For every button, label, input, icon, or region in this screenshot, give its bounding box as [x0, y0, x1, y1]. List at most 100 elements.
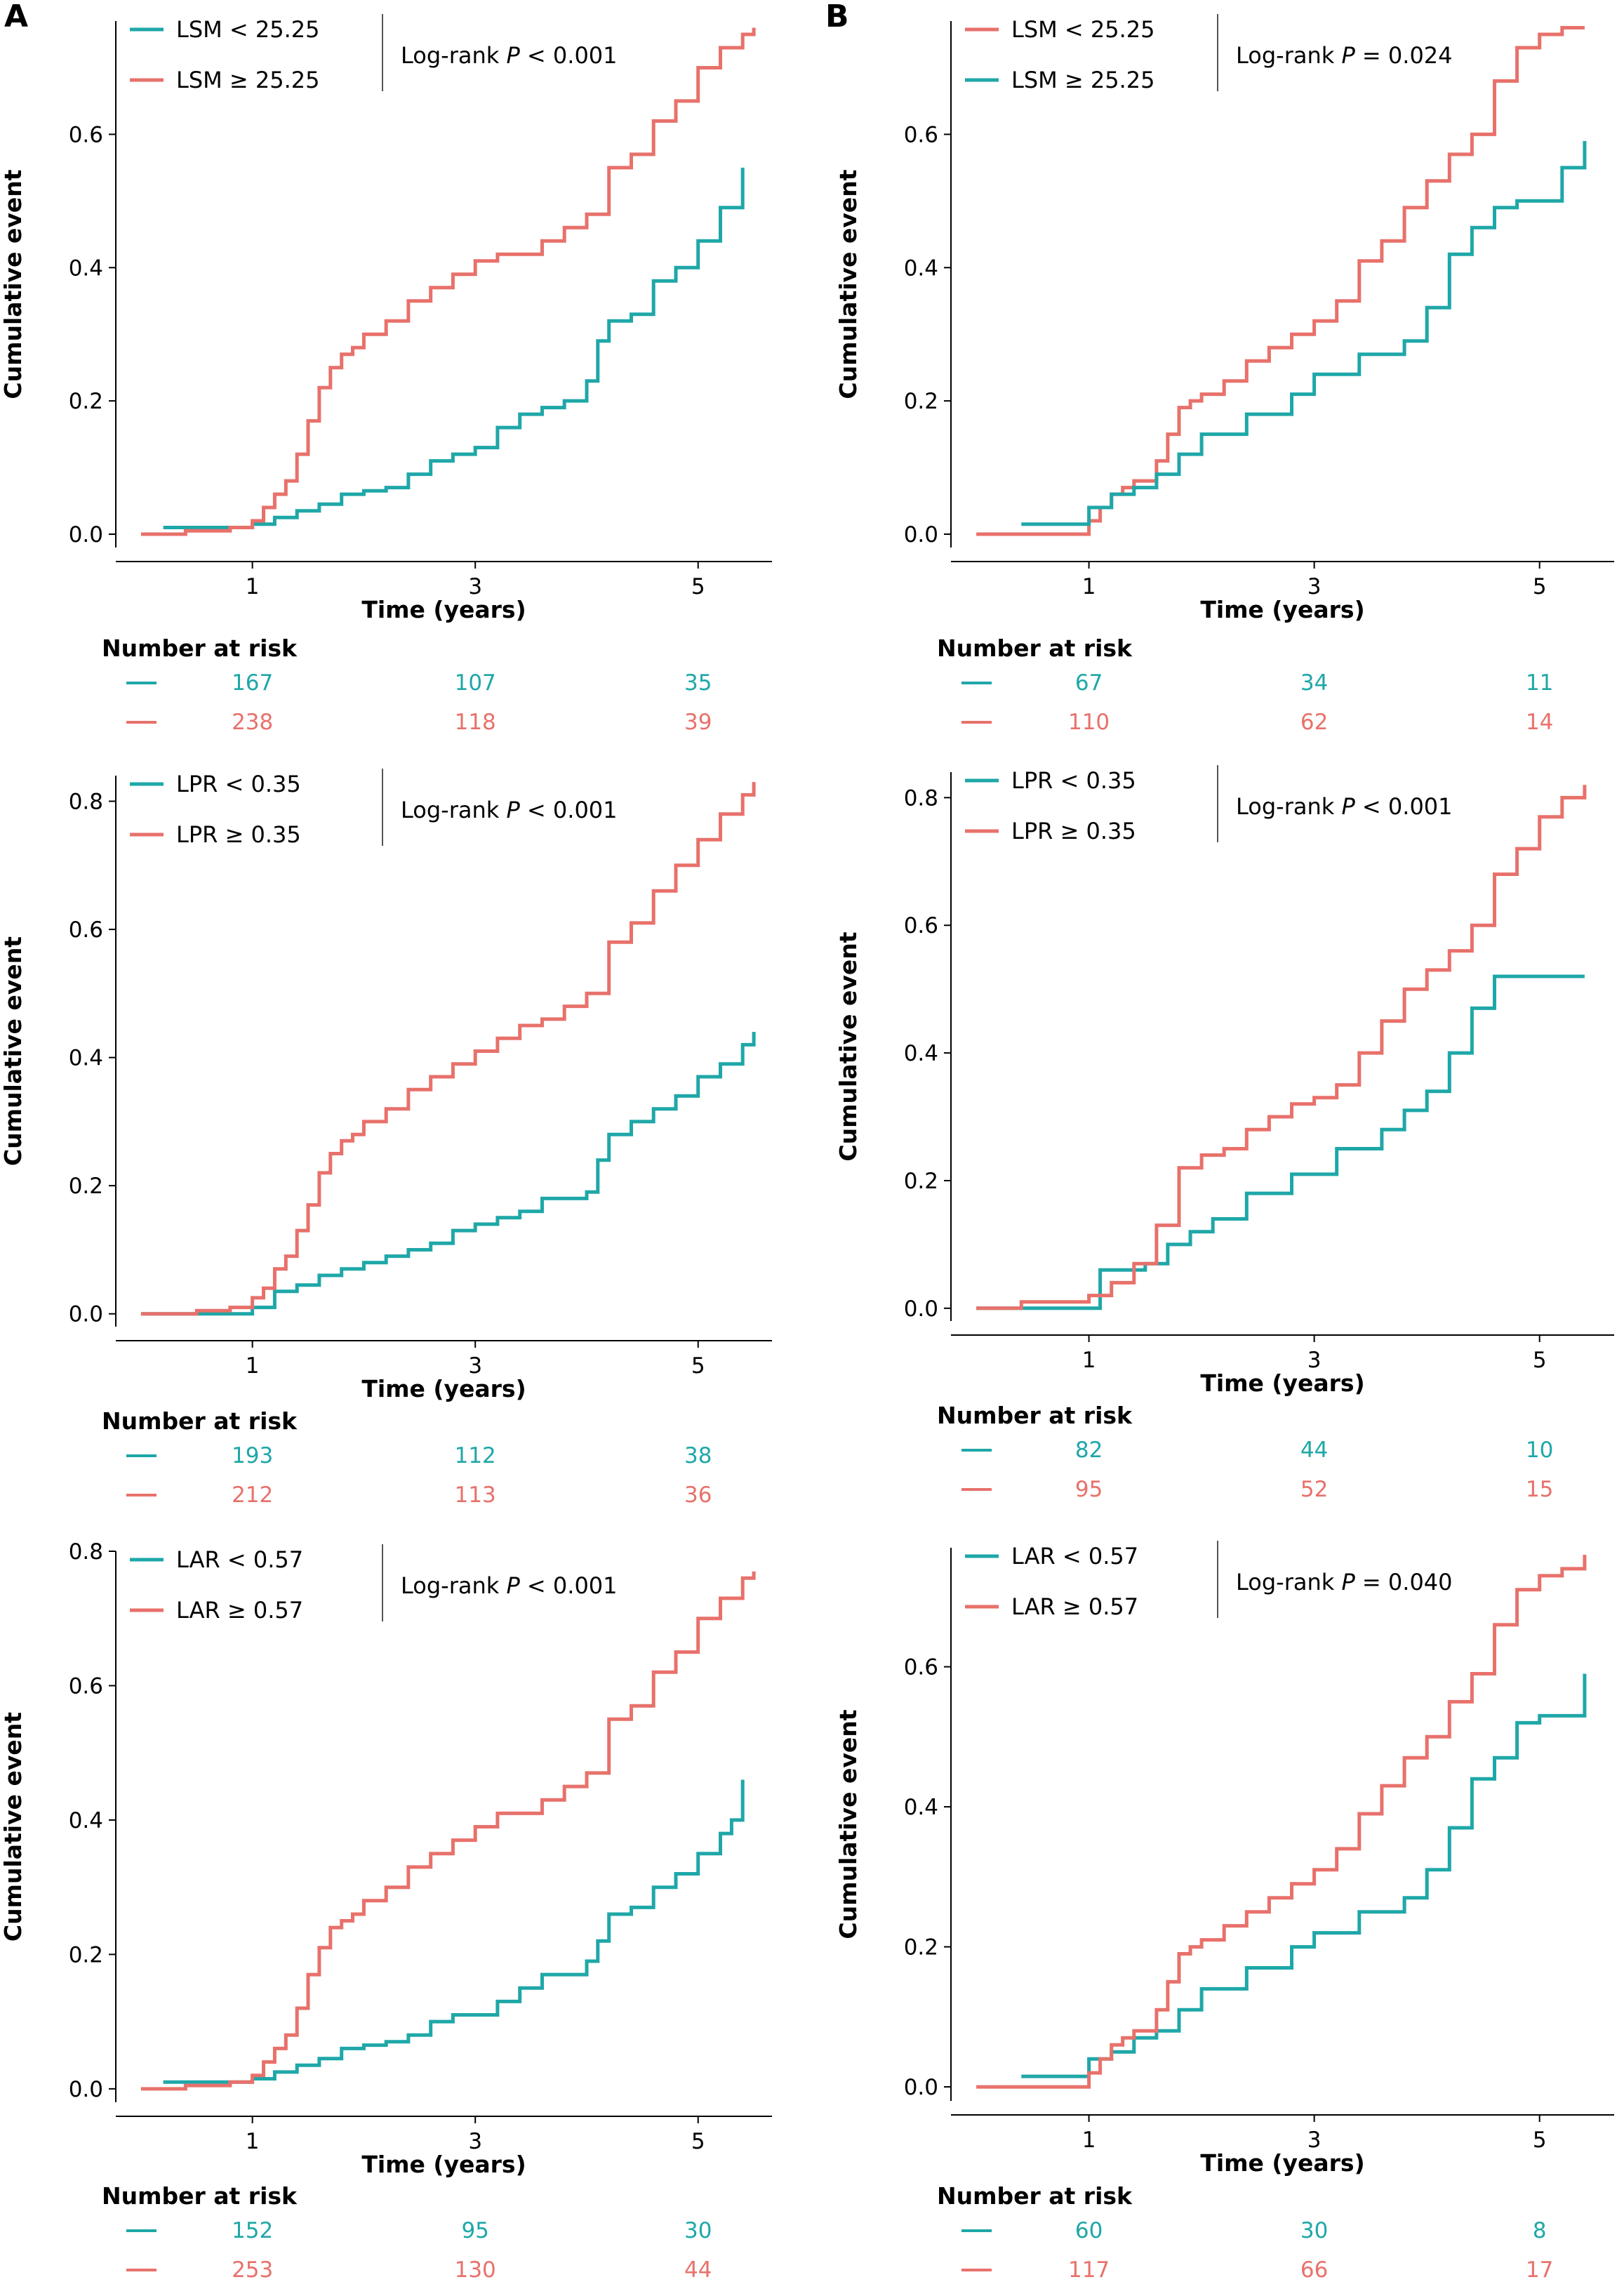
y-tick-label: 0.0 — [904, 1296, 938, 1322]
risk-number: 44 — [1300, 1438, 1328, 1463]
y-axis-title: Cumulative event — [834, 1709, 862, 1939]
y-axis-title: Cumulative event — [834, 169, 862, 399]
km-curve-series-2 — [140, 1571, 756, 2091]
x-tick-label: 1 — [246, 574, 260, 599]
y-tick-label: 0.4 — [69, 1046, 103, 1071]
risk-number: 30 — [1300, 2218, 1328, 2243]
y-tick-label: 0.4 — [904, 256, 938, 281]
km-curve-series-2 — [140, 27, 756, 536]
chart-grid: 0.0 0.2 0.4 0.6 1 3 5 Time (years) Cumulative ev… — [0, 14, 1614, 2283]
pvalue-text: Log-rank P < 0.001 — [401, 42, 618, 69]
risk-number: 113 — [455, 1482, 496, 1508]
risk-table-title: Number at risk — [102, 2182, 298, 2210]
legend-label-1: LPR < 0.35 — [176, 771, 301, 797]
risk-number: 253 — [232, 2257, 273, 2283]
risk-number: 212 — [232, 1482, 273, 1508]
x-tick-label: 3 — [468, 2129, 482, 2154]
risk-number: 82 — [1075, 1438, 1103, 1463]
y-tick-label: 0.4 — [69, 256, 103, 281]
risk-number: 62 — [1300, 710, 1328, 735]
pvalue-text: Log-rank P < 0.001 — [401, 797, 618, 823]
km-curve-series-1 — [976, 26, 1585, 536]
risk-number: 107 — [455, 670, 496, 696]
risk-number: 117 — [1068, 2257, 1110, 2283]
x-tick-label: 5 — [691, 574, 705, 599]
x-tick-label: 1 — [246, 1353, 260, 1379]
x-tick-label: 1 — [1082, 2128, 1096, 2153]
y-tick-label: 0.2 — [69, 389, 103, 414]
y-tick-label: 0.6 — [904, 913, 938, 938]
x-tick-label: 5 — [1533, 2128, 1547, 2153]
risk-number: 11 — [1526, 670, 1553, 696]
km-curve-series-1 — [140, 1032, 756, 1316]
risk-number: 38 — [684, 1443, 712, 1468]
y-axis-title: Cumulative event — [834, 931, 862, 1161]
y-tick-label: 0.4 — [904, 1795, 938, 1820]
x-axis-title: Time (years) — [1200, 2149, 1364, 2177]
legend-label-1: LAR < 0.57 — [1011, 1543, 1138, 1570]
x-axis-title: Time (years) — [361, 1375, 526, 1402]
risk-number: 44 — [684, 2257, 712, 2283]
risk-number: 167 — [232, 670, 273, 696]
risk-number: 14 — [1526, 710, 1553, 735]
x-tick-label: 3 — [468, 574, 482, 599]
x-tick-label: 5 — [691, 1353, 705, 1379]
risk-number: 130 — [455, 2257, 496, 2283]
risk-number: 15 — [1526, 1477, 1553, 1502]
risk-table-title: Number at risk — [102, 635, 298, 662]
km-curve-series-2 — [976, 1555, 1587, 2089]
y-tick-label: 0.6 — [904, 122, 938, 147]
chart-panel-5: 0.0 0.2 0.4 0.6 0.8 1 3 5 Time (years) Cumulative… — [0, 1539, 772, 2283]
y-axis-title: Cumulative event — [0, 936, 27, 1166]
risk-number: 30 — [684, 2218, 712, 2243]
risk-number: 95 — [461, 2218, 488, 2243]
legend-label-1: LAR < 0.57 — [176, 1546, 303, 1573]
km-curve-series-1 — [976, 974, 1585, 1310]
risk-number: 39 — [684, 710, 712, 735]
x-axis-title: Time (years) — [1200, 1369, 1364, 1397]
risk-number: 118 — [455, 710, 496, 735]
y-tick-label: 0.6 — [69, 917, 103, 943]
legend-label-2: LAR ≥ 0.57 — [176, 1597, 303, 1624]
y-tick-label: 0.8 — [69, 1539, 103, 1565]
pvalue-text: Log-rank P < 0.001 — [1236, 793, 1453, 820]
legend-label-1: LPR < 0.35 — [1011, 767, 1136, 794]
risk-table-title: Number at risk — [937, 1402, 1133, 1429]
y-tick-label: 0.2 — [904, 389, 938, 414]
x-axis-title: Time (years) — [361, 2151, 526, 2178]
risk-number: 110 — [1068, 710, 1110, 735]
panel-letter-b: B — [825, 0, 849, 34]
legend-label-2: LAR ≥ 0.57 — [1011, 1593, 1138, 1620]
legend-label-2: LPR ≥ 0.35 — [1011, 818, 1136, 844]
y-tick-label: 0.0 — [904, 2075, 938, 2100]
risk-number: 60 — [1075, 2218, 1103, 2243]
km-curve-series-1 — [163, 1779, 745, 2084]
y-axis-title: Cumulative event — [0, 169, 27, 399]
y-tick-label: 0.6 — [904, 1655, 938, 1680]
km-curve-series-2 — [1021, 140, 1587, 526]
x-tick-label: 3 — [468, 1353, 482, 1379]
x-tick-label: 1 — [1082, 1348, 1096, 1373]
y-tick-label: 0.6 — [69, 1673, 103, 1699]
chart-panel-3: 0.0 0.2 0.4 0.6 0.8 1 3 5 Time (years) Cumulative… — [0, 769, 772, 1508]
risk-number: 95 — [1075, 1477, 1103, 1502]
x-tick-label: 5 — [1533, 574, 1547, 599]
y-tick-label: 0.0 — [69, 2077, 103, 2102]
y-tick-label: 0.2 — [69, 1174, 103, 1199]
y-tick-label: 0.6 — [69, 122, 103, 147]
risk-number: 67 — [1075, 670, 1103, 696]
x-tick-label: 5 — [1533, 1348, 1547, 1373]
x-tick-label: 5 — [691, 2129, 705, 2154]
chart-panel-6: 0.0 0.2 0.4 0.6 1 3 5 Time (years) Cumulative ev… — [834, 1541, 1614, 2283]
y-tick-label: 0.4 — [904, 1041, 938, 1066]
y-tick-label: 0.2 — [904, 1935, 938, 1960]
legend-label-1: LSM < 25.25 — [1011, 16, 1155, 43]
x-axis-title: Time (years) — [361, 596, 526, 623]
km-curve-series-2 — [140, 782, 756, 1316]
x-tick-label: 1 — [246, 2129, 260, 2154]
risk-number: 238 — [232, 710, 273, 735]
y-tick-label: 0.2 — [69, 1942, 103, 1967]
km-curve-series-2 — [976, 785, 1587, 1310]
